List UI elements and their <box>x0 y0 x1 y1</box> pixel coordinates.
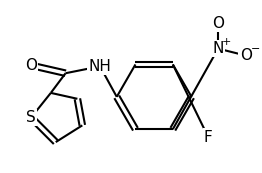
Text: O: O <box>25 58 37 73</box>
Text: O: O <box>240 48 252 63</box>
Text: −: − <box>251 44 260 54</box>
Text: S: S <box>26 110 36 125</box>
Text: N: N <box>212 41 224 56</box>
Text: F: F <box>204 130 213 145</box>
Text: +: + <box>222 37 232 47</box>
Text: O: O <box>212 16 224 31</box>
Text: NH: NH <box>89 59 111 74</box>
